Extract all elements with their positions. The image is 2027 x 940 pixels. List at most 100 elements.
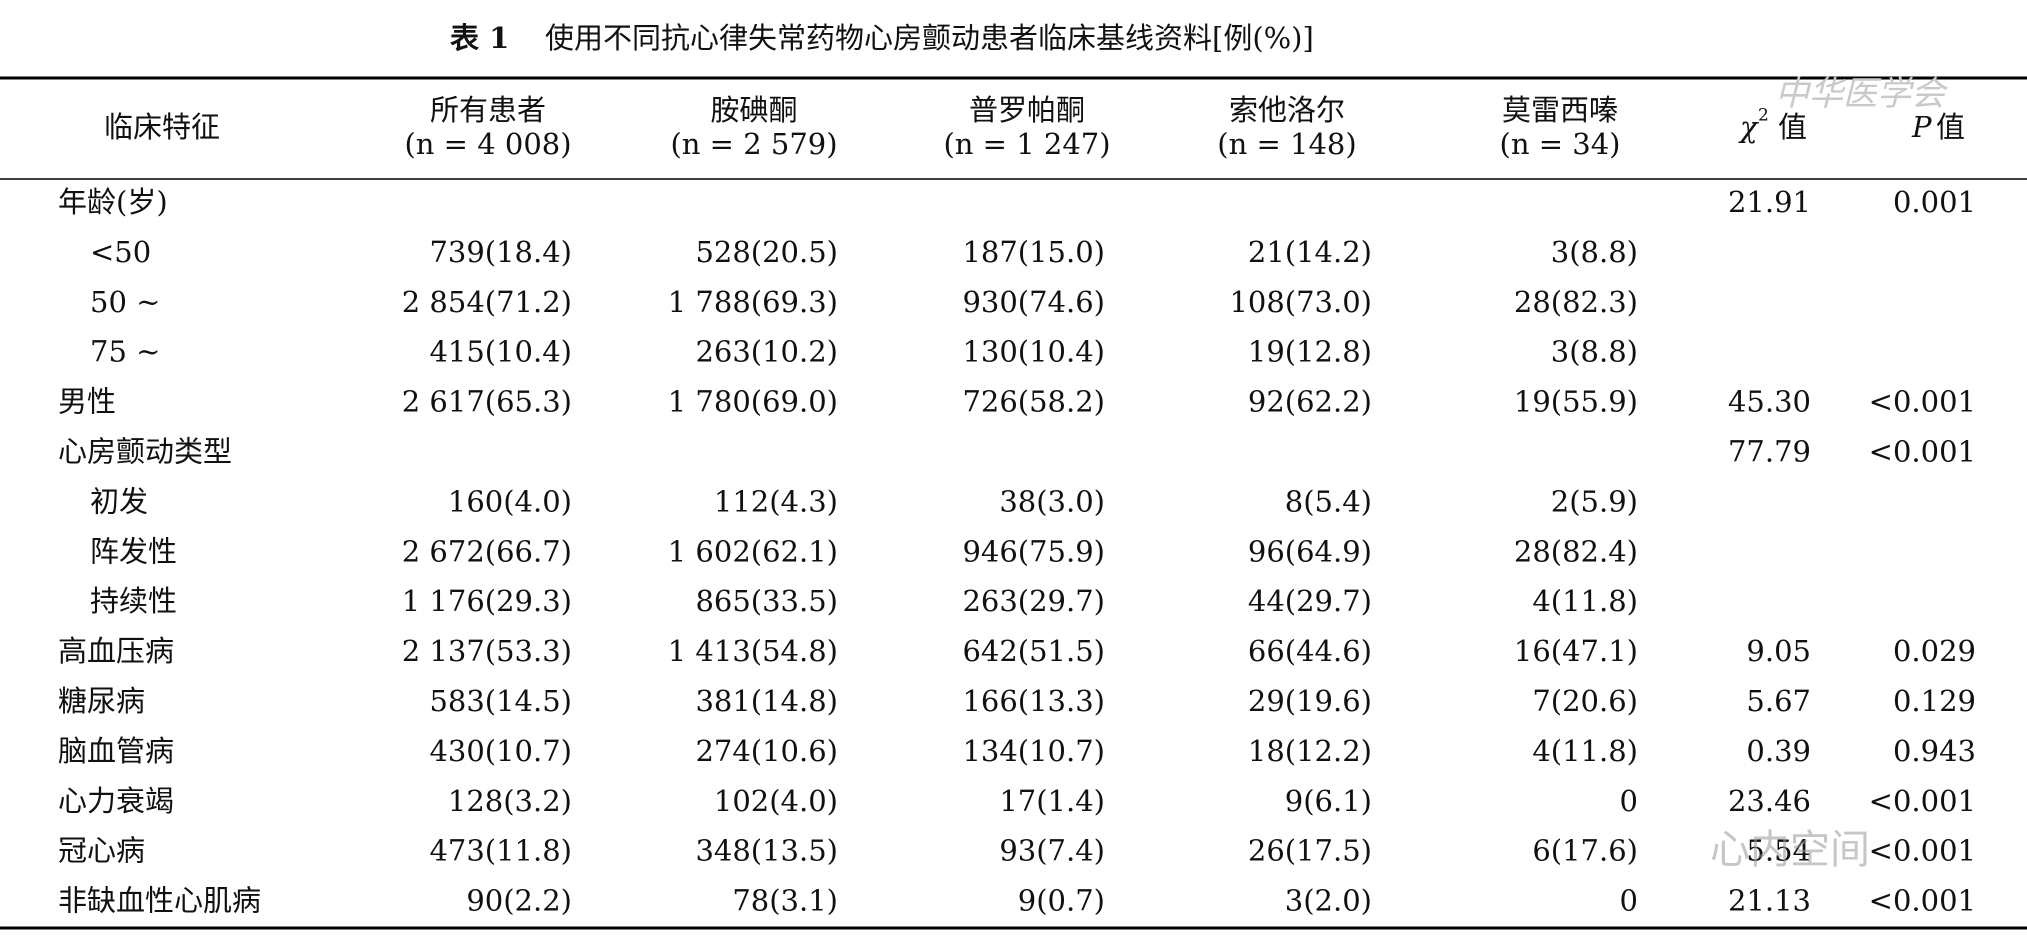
cell: 21(14.2) xyxy=(1248,235,1372,269)
row-label: 高血压病 xyxy=(58,634,174,668)
cell: 528(20.5) xyxy=(695,235,838,269)
cell: 4(11.8) xyxy=(1532,734,1638,768)
chi2-cell: 45.30 xyxy=(1728,385,1811,419)
cell: 6(17.6) xyxy=(1532,834,1638,868)
cell: 473(11.8) xyxy=(429,834,572,868)
cell: 2 672(66.7) xyxy=(402,534,572,568)
cell: 187(15.0) xyxy=(962,235,1105,269)
cell: 16(47.1) xyxy=(1514,634,1638,668)
cell: 3(8.8) xyxy=(1551,335,1638,369)
cell: 9(0.7) xyxy=(1018,884,1105,918)
row-label: 心力衰竭 xyxy=(58,784,174,818)
row-label: 非缺血性心肌病 xyxy=(58,884,261,918)
cell: 8(5.4) xyxy=(1285,484,1372,518)
chi2-cell: 77.79 xyxy=(1728,435,1811,469)
cell: 9(6.1) xyxy=(1285,784,1372,818)
watermark: 心内空间 xyxy=(1710,827,1870,873)
cell: 108(73.0) xyxy=(1229,285,1372,319)
cell: 583(14.5) xyxy=(429,684,572,718)
cell: 263(10.2) xyxy=(695,335,838,369)
cell: 90(2.2) xyxy=(466,884,572,918)
cell: 17(1.4) xyxy=(999,784,1105,818)
row-label: 阵发性 xyxy=(90,534,177,568)
chi2-cell: 5.67 xyxy=(1746,684,1811,718)
p-cell: 0.943 xyxy=(1893,734,1976,768)
header-group: 普罗帕酮 xyxy=(969,93,1085,127)
cell: 102(4.0) xyxy=(714,784,838,818)
cell: 38(3.0) xyxy=(999,484,1105,518)
row-label: 冠心病 xyxy=(58,834,145,868)
cell: 1 413(54.8) xyxy=(668,634,838,668)
cell: 66(44.6) xyxy=(1248,634,1372,668)
cell: 263(29.7) xyxy=(962,584,1105,618)
cell: 160(4.0) xyxy=(448,484,572,518)
p-cell: <0.001 xyxy=(1869,435,1976,469)
chi2-cell: 9.05 xyxy=(1746,634,1811,668)
cell: 28(82.3) xyxy=(1514,285,1638,319)
cell: 112(4.3) xyxy=(714,484,838,518)
cell: 92(62.2) xyxy=(1248,385,1372,419)
p-text: 值 xyxy=(1936,110,1965,144)
cell: 3(8.8) xyxy=(1551,235,1638,269)
cell: 1 176(29.3) xyxy=(402,584,572,618)
row-label: <50 xyxy=(90,235,151,269)
cell: 7(20.6) xyxy=(1532,684,1638,718)
cell: 2 854(71.2) xyxy=(402,285,572,319)
p-cell: 0.029 xyxy=(1893,634,1976,668)
cell: 0 xyxy=(1620,884,1638,918)
cell: 29(19.6) xyxy=(1248,684,1372,718)
cell: 18(12.2) xyxy=(1248,734,1372,768)
chi2-cell: 21.13 xyxy=(1728,884,1811,918)
row-label: 糖尿病 xyxy=(58,684,145,718)
cell: 1 602(62.1) xyxy=(668,534,838,568)
row-label: 持续性 xyxy=(90,584,177,618)
row-label: 75 ~ xyxy=(90,335,160,369)
p-cell: <0.001 xyxy=(1869,784,1976,818)
cell: 128(3.2) xyxy=(448,784,572,818)
row-label: 脑血管病 xyxy=(58,734,174,768)
table-number: 表 1 xyxy=(450,21,509,55)
p-cell: 0.129 xyxy=(1893,684,1976,718)
cell: 2(5.9) xyxy=(1551,484,1638,518)
cell: 381(14.8) xyxy=(695,684,838,718)
cell: 2 137(53.3) xyxy=(402,634,572,668)
header-group: 索他洛尔 xyxy=(1229,93,1345,127)
p-cell: 0.001 xyxy=(1893,185,1976,219)
cell: 78(3.1) xyxy=(732,884,838,918)
chi2-cell: 0.39 xyxy=(1746,734,1811,768)
header-n: (n = 148) xyxy=(1217,127,1356,161)
chi2-cell: 21.91 xyxy=(1728,185,1811,219)
header-group: 胺碘酮 xyxy=(710,93,797,127)
header-group: 莫雷西嗪 xyxy=(1502,93,1618,127)
header-label: 临床特征 xyxy=(104,110,220,144)
header-n: (n = 2 579) xyxy=(670,127,837,161)
row-label: 年龄(岁) xyxy=(58,185,168,219)
chi2-cell: 23.46 xyxy=(1728,784,1811,818)
header-group: 所有患者 xyxy=(430,93,546,127)
cell: 865(33.5) xyxy=(695,584,838,618)
cell: 19(12.8) xyxy=(1248,335,1372,369)
cell: 1 788(69.3) xyxy=(668,285,838,319)
cell: 726(58.2) xyxy=(962,385,1105,419)
row-label: 心房颤动类型 xyxy=(58,435,232,469)
cell: 415(10.4) xyxy=(429,335,572,369)
p-symbol: P xyxy=(1911,110,1932,144)
p-cell: <0.001 xyxy=(1869,884,1976,918)
row-label: 男性 xyxy=(58,385,116,419)
header-n: (n = 34) xyxy=(1500,127,1621,161)
header-n: (n = 1 247) xyxy=(943,127,1110,161)
cell: 166(13.3) xyxy=(962,684,1105,718)
chi2-sup: 2 xyxy=(1758,106,1769,126)
cell: 1 780(69.0) xyxy=(668,385,838,419)
cell: 96(64.9) xyxy=(1248,534,1372,568)
cell: 430(10.7) xyxy=(429,734,572,768)
row-label: 50 ~ xyxy=(90,285,160,319)
cell: 930(74.6) xyxy=(962,285,1105,319)
watermark: 中华医学会 xyxy=(1775,74,1949,114)
chi2-symbol: χ xyxy=(1738,110,1759,144)
p-cell: <0.001 xyxy=(1869,385,1976,419)
cell: 44(29.7) xyxy=(1248,584,1372,618)
cell: 2 617(65.3) xyxy=(402,385,572,419)
cell: 130(10.4) xyxy=(962,335,1105,369)
